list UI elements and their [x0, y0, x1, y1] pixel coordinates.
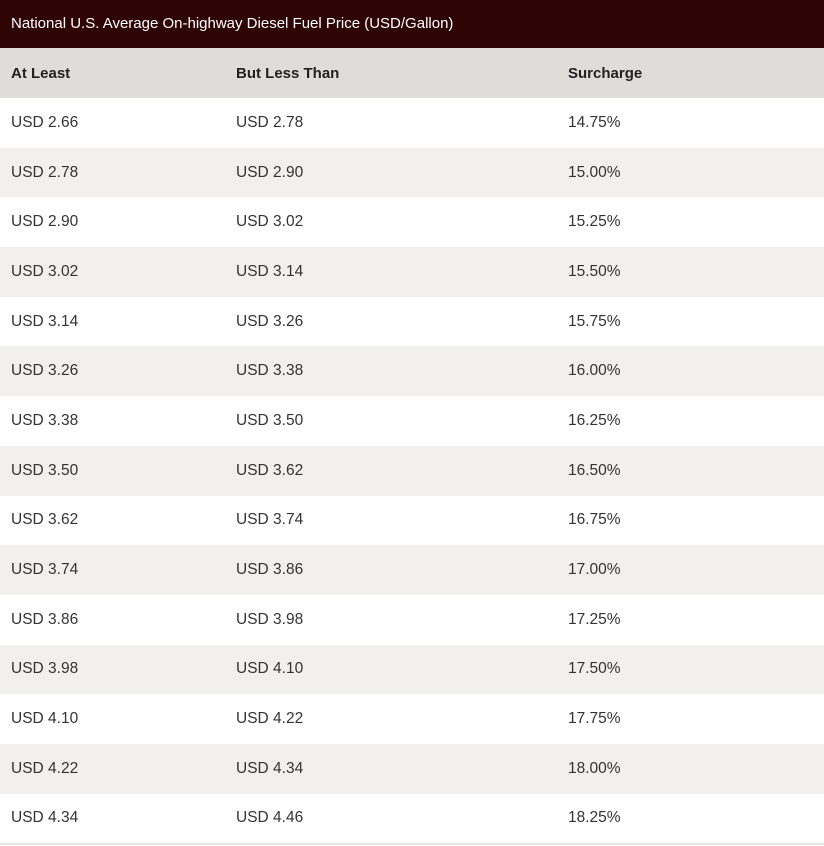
table-body: USD 2.66 USD 2.78 14.75% USD 2.78 USD 2.…: [0, 98, 824, 844]
table-row: USD 4.34 USD 4.46 18.25%: [0, 793, 824, 844]
cell-at-least: USD 3.14: [11, 312, 79, 330]
table-row: USD 3.26 USD 3.38 16.00%: [0, 346, 824, 397]
table-row: USD 3.98 USD 4.10 17.50%: [0, 644, 824, 695]
header-surcharge: Surcharge: [568, 64, 643, 82]
cell-but-less-than: USD 3.86: [236, 561, 304, 579]
cell-at-least: USD 3.38: [11, 411, 79, 429]
table-title: National U.S. Average On-highway Diesel …: [0, 0, 824, 48]
table-header-row: At Least But Less Than Surcharge: [0, 48, 824, 98]
cell-but-less-than: USD 2.90: [236, 163, 304, 181]
cell-at-least: USD 4.22: [11, 759, 79, 777]
cell-surcharge: 18.00%: [568, 759, 621, 777]
cell-at-least: USD 3.98: [11, 660, 79, 678]
table-bottom-divider: [0, 843, 824, 846]
cell-at-least: USD 3.74: [11, 561, 79, 579]
cell-but-less-than: USD 4.46: [236, 809, 304, 827]
cell-at-least: USD 4.10: [11, 710, 79, 728]
cell-surcharge: 15.75%: [568, 312, 621, 330]
cell-at-least: USD 3.62: [11, 511, 79, 529]
table-row: USD 3.02 USD 3.14 15.50%: [0, 247, 824, 297]
table-row: USD 3.14 USD 3.26 15.75%: [0, 296, 824, 347]
cell-but-less-than: USD 4.34: [236, 759, 304, 777]
table-row: USD 3.74 USD 3.86 17.00%: [0, 545, 824, 595]
cell-at-least: USD 3.26: [11, 362, 79, 380]
cell-surcharge: 17.00%: [568, 561, 621, 579]
cell-at-least: USD 2.90: [11, 213, 79, 231]
table-row: USD 2.66 USD 2.78 14.75%: [0, 98, 824, 148]
cell-surcharge: 17.75%: [568, 710, 621, 728]
table-row: USD 2.90 USD 3.02 15.25%: [0, 197, 824, 248]
cell-surcharge: 17.25%: [568, 610, 621, 628]
cell-surcharge: 16.50%: [568, 461, 621, 479]
cell-surcharge: 16.25%: [568, 411, 621, 429]
cell-but-less-than: USD 3.74: [236, 511, 304, 529]
cell-at-least: USD 3.86: [11, 610, 79, 628]
table-row: USD 3.38 USD 3.50 16.25%: [0, 396, 824, 446]
table-row: USD 4.22 USD 4.34 18.00%: [0, 743, 824, 794]
cell-surcharge: 16.75%: [568, 511, 621, 529]
cell-but-less-than: USD 4.22: [236, 710, 304, 728]
cell-at-least: USD 4.34: [11, 809, 79, 827]
cell-but-less-than: USD 2.78: [236, 113, 304, 131]
cell-at-least: USD 2.66: [11, 113, 79, 131]
table-row: USD 2.78 USD 2.90 15.00%: [0, 147, 824, 198]
cell-surcharge: 16.00%: [568, 362, 621, 380]
header-at-least: At Least: [11, 64, 71, 82]
cell-surcharge: 18.25%: [568, 809, 621, 827]
cell-surcharge: 17.50%: [568, 660, 621, 678]
cell-but-less-than: USD 3.62: [236, 461, 304, 479]
cell-but-less-than: USD 3.98: [236, 610, 304, 628]
cell-surcharge: 14.75%: [568, 113, 621, 131]
table-row: USD 3.86 USD 3.98 17.25%: [0, 594, 824, 645]
header-but-less-than: But Less Than: [236, 64, 340, 82]
cell-but-less-than: USD 3.50: [236, 411, 304, 429]
cell-at-least: USD 2.78: [11, 163, 79, 181]
cell-but-less-than: USD 4.10: [236, 660, 304, 678]
cell-but-less-than: USD 3.02: [236, 213, 304, 231]
table-row: USD 3.50 USD 3.62 16.50%: [0, 445, 824, 496]
cell-at-least: USD 3.02: [11, 262, 79, 280]
cell-surcharge: 15.00%: [568, 163, 621, 181]
cell-but-less-than: USD 3.26: [236, 312, 304, 330]
table-row: USD 3.62 USD 3.74 16.75%: [0, 495, 824, 546]
table-row: USD 4.10 USD 4.22 17.75%: [0, 694, 824, 744]
cell-but-less-than: USD 3.38: [236, 362, 304, 380]
cell-surcharge: 15.25%: [568, 213, 621, 231]
cell-surcharge: 15.50%: [568, 262, 621, 280]
cell-but-less-than: USD 3.14: [236, 262, 304, 280]
cell-at-least: USD 3.50: [11, 461, 79, 479]
